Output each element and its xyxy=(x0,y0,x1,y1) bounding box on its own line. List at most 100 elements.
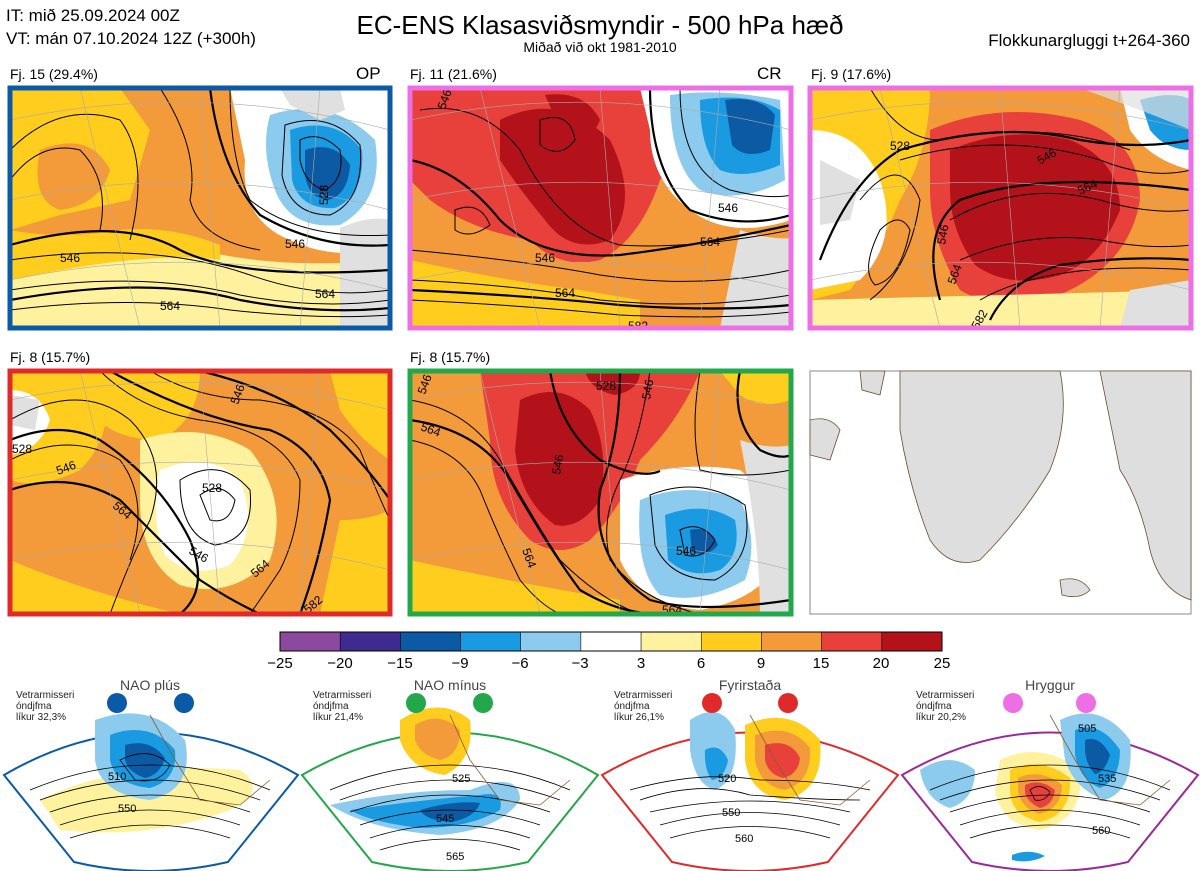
regime-3-contour-label: 560 xyxy=(735,833,753,845)
panel-5-contour-label: 546 xyxy=(676,544,696,558)
panel-2-border xyxy=(407,85,794,331)
colorbar-tick: −3 xyxy=(571,655,589,672)
colorbar-tick: 9 xyxy=(756,655,766,672)
regime-1-note: Vetrarmisseri óndjfma líkur 32,3% xyxy=(16,690,74,723)
panel-3-contour-label: 546 xyxy=(934,223,951,245)
panel-3-label: Fj. 9 (17.6%) xyxy=(811,66,892,82)
regime-4-contour-label: 505 xyxy=(1078,723,1096,735)
colorbar-tick: −15 xyxy=(387,655,413,672)
page-title: EC-ENS Klasasviðsmyndir - 500 hPa hæð xyxy=(356,10,844,40)
regime-1-note-line1: Vetrarmisseri xyxy=(16,690,75,701)
colorbar-tick: 25 xyxy=(933,655,951,672)
panel-2-label: Fj. 11 (21.6%) xyxy=(410,66,497,82)
panel-1-label: Fj. 15 (29.4%) xyxy=(10,66,98,82)
regime-4-contour-label: 560 xyxy=(1092,825,1110,837)
regime-2-note-line3: líkur 21,4% xyxy=(313,712,364,723)
regime-4-marker-icon xyxy=(1076,693,1096,713)
panel-1-contour-label: 528 xyxy=(317,185,331,205)
panel-1-contour-label: 564 xyxy=(315,287,335,301)
regime-2-map: 525 545 565 xyxy=(300,707,600,871)
regime-3-marker-icon xyxy=(778,693,798,713)
colorbar-tick: −20 xyxy=(327,655,353,672)
colorbar-tick: −25 xyxy=(267,655,293,672)
panel-2-contour-label: 564 xyxy=(555,286,575,300)
panel-3-border xyxy=(807,85,1194,331)
regime-2-marker-icon xyxy=(406,693,426,713)
colorbar-cell xyxy=(761,631,822,652)
panel-1-tag: OP xyxy=(356,64,381,83)
panel-2-map: 546 546 546 564 564 582 xyxy=(410,87,791,333)
regime-1-note-line3: líkur 32,3% xyxy=(16,712,67,723)
panel-2-contour-label: 546 xyxy=(718,201,738,215)
panel-2-contour-label: 546 xyxy=(435,87,455,111)
regime-1-note-line2: óndjfma xyxy=(16,701,52,712)
panel-5-border xyxy=(407,368,794,617)
regime-3-note-line1: Vetrarmisseri xyxy=(614,690,673,701)
panel-5-contour-label: 546 xyxy=(549,453,566,475)
panel-5-label: Fj. 8 (15.7%) xyxy=(410,349,491,365)
colorbar-tick: 20 xyxy=(872,655,890,672)
regime-4-map: 505 535 560 xyxy=(900,713,1200,871)
panel-2-contour-label: 546 xyxy=(535,251,555,265)
panel-4-map: 528 546 546 528 564 546 564 582 xyxy=(10,371,390,614)
regime-2-title: NAO mínus xyxy=(413,677,487,693)
panel-6-map xyxy=(809,370,1192,615)
colorbar-tick: −6 xyxy=(511,655,529,672)
colorbar-tick: −9 xyxy=(451,655,469,672)
panel-2-tag: CR xyxy=(757,64,782,83)
regime-4-marker-icon xyxy=(1003,693,1023,713)
panel-1-contour-label: 564 xyxy=(160,299,180,313)
regime-4-title: Hryggur xyxy=(1025,677,1075,693)
panel-5-contour-label: 564 xyxy=(519,546,539,570)
colorbar-cell xyxy=(881,631,943,652)
panel-1-contour-label: 546 xyxy=(60,251,80,265)
panel-4-border xyxy=(7,368,393,617)
colorbar-cell xyxy=(640,631,702,652)
regime-2-contour-label: 565 xyxy=(446,851,464,863)
regime-4-note-line3: líkur 20,2% xyxy=(916,712,967,723)
regime-1-title: NAO plús xyxy=(120,677,180,693)
panel-3-contour-label: 564 xyxy=(945,262,965,286)
colorbar-cell xyxy=(821,631,883,652)
regime-2-marker-icon xyxy=(473,693,493,713)
regime-3-title: Fyrirstaða xyxy=(718,677,782,693)
regime-2-note: Vetrarmisseri óndjfma líkur 21,4% xyxy=(313,690,371,723)
panel-4-contour-label: 528 xyxy=(12,442,32,456)
colorbar-cell xyxy=(339,631,401,652)
regime-3-contour-label: 520 xyxy=(718,773,736,785)
regime-3-marker-icon xyxy=(702,693,722,713)
regime-1-map: 510 550 xyxy=(2,713,300,871)
panel-4-contour-label: 528 xyxy=(202,481,222,495)
panel-5-contour-label: 564 xyxy=(662,603,682,617)
regime-2-note-line1: Vetrarmisseri xyxy=(313,690,372,701)
colorbar-cell xyxy=(701,631,762,652)
regime-4-contour-label: 535 xyxy=(1098,773,1116,785)
valid-time: VT: mán 07.10.2024 12Z (+300h) xyxy=(6,29,256,48)
panel-5-contour-label: 546 xyxy=(415,372,435,396)
panel-2-contour-label: 582 xyxy=(628,319,648,333)
regime-3-map: 520 550 560 xyxy=(600,712,900,871)
regime-2-contour-label: 525 xyxy=(452,773,470,785)
panel-5-map: 546 528 546 564 546 564 546 564 xyxy=(410,371,791,617)
regime-1-contour-label: 510 xyxy=(108,771,126,783)
panel-4-label: Fj. 8 (15.7%) xyxy=(10,349,91,365)
colorbar-cell xyxy=(580,631,642,652)
regime-3-note: Vetrarmisseri óndjfma líkur 26,1% xyxy=(614,690,672,723)
panel-5-contour-label: 528 xyxy=(596,379,616,393)
colorbar-tick: 3 xyxy=(636,655,646,672)
panel-4-contour-label: 546 xyxy=(54,458,78,478)
regime-4-note-line2: óndjfma xyxy=(916,701,952,712)
panel-1-contour-label: 546 xyxy=(285,237,305,251)
regime-4-note-line1: Vetrarmisseri xyxy=(916,690,975,701)
page-subtitle: Miðað við okt 1981-2010 xyxy=(523,39,677,55)
header-times: IT: mið 25.09.2024 00Z VT: mán 07.10.202… xyxy=(6,4,256,50)
colorbar-cell xyxy=(460,631,521,652)
classification-window: Flokkunargluggi t+264-360 xyxy=(988,31,1190,50)
panel-5-contour-label: 546 xyxy=(639,378,656,400)
panel-3-map: 528 546 546 564 564 582 xyxy=(810,88,1191,328)
regime-3-contour-label: 550 xyxy=(722,807,740,819)
regime-2-note-line2: óndjfma xyxy=(313,701,349,712)
colorbar-cell xyxy=(400,631,461,652)
regime-4-note: Vetrarmisseri óndjfma líkur 20,2% xyxy=(916,690,974,723)
